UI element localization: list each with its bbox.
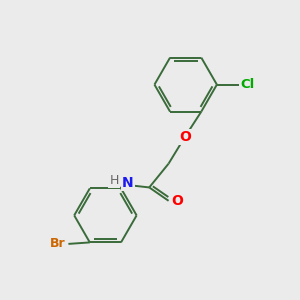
Text: H: H bbox=[110, 174, 119, 188]
Text: Cl: Cl bbox=[240, 78, 255, 91]
Text: N: N bbox=[122, 176, 134, 190]
Text: O: O bbox=[179, 130, 191, 144]
Text: O: O bbox=[171, 194, 183, 208]
Text: Br: Br bbox=[50, 237, 65, 250]
